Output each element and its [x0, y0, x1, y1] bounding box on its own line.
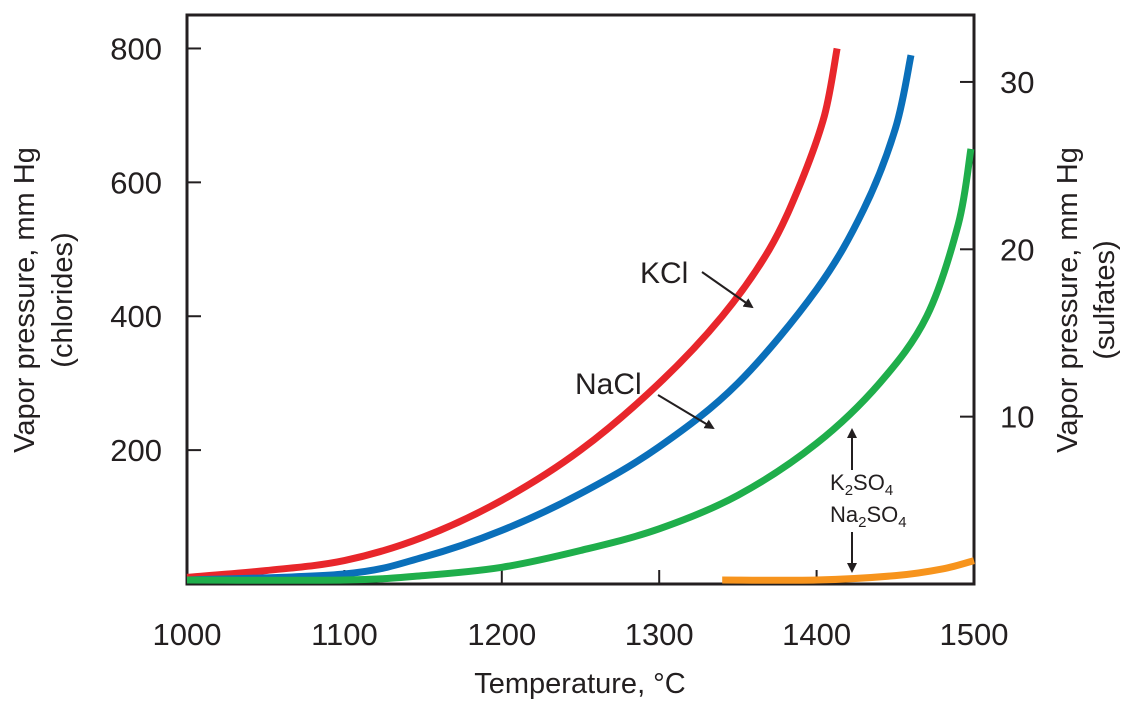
right-y-axis: 10 20 30: [960, 65, 1034, 435]
left-y-axis-title: Vapor pressure, mm Hg: [9, 147, 41, 453]
right-y-tick-label: 30: [1000, 65, 1034, 100]
annotation-nacl-arrow: [657, 394, 715, 430]
right-y-tick-label: 20: [1000, 232, 1034, 267]
x-axis-title: Temperature, °C: [474, 668, 685, 700]
left-y-axis: 200 400 600 800: [110, 31, 201, 468]
x-tick-label: 1500: [940, 617, 1009, 652]
series-line-kcl: [186, 47, 841, 581]
x-tick-label: 1100: [311, 617, 378, 652]
x-tick-label: 1400: [782, 617, 851, 652]
series-line-kso: [186, 148, 975, 584]
series-line-nacl: [186, 54, 915, 584]
left-y-tick-label: 400: [110, 299, 162, 334]
left-y-tick-label: 200: [110, 433, 162, 468]
x-tick-label: 1300: [625, 617, 694, 652]
left-y-axis-subtitle: (chlorides): [47, 232, 79, 367]
annotation-k2so4-label: K2SO4: [830, 470, 893, 499]
left-y-tick-label: 800: [110, 31, 162, 66]
left-y-tick-label: 600: [110, 165, 162, 200]
right-y-axis-title: Vapor pressure, mm Hg: [1052, 147, 1084, 453]
annotation-na2so4-label: Na2SO4: [830, 502, 907, 531]
plot-frame: [185, 13, 976, 586]
right-y-axis-subtitle: (sulfates): [1089, 240, 1121, 359]
x-tick-label: 1000: [153, 617, 222, 652]
series-line-naso: [722, 557, 975, 584]
series-lines: [186, 47, 975, 584]
annotation-kcl-arrow: [701, 271, 754, 309]
annotation-nacl-label: NaCl: [575, 368, 642, 401]
right-y-tick-label: 10: [1000, 400, 1034, 435]
annotation-kcl-label: KCl: [640, 257, 688, 290]
x-tick-label: 1200: [467, 617, 536, 652]
x-axis: 1000 1100 1200 1300 1400 1500: [153, 570, 1009, 652]
